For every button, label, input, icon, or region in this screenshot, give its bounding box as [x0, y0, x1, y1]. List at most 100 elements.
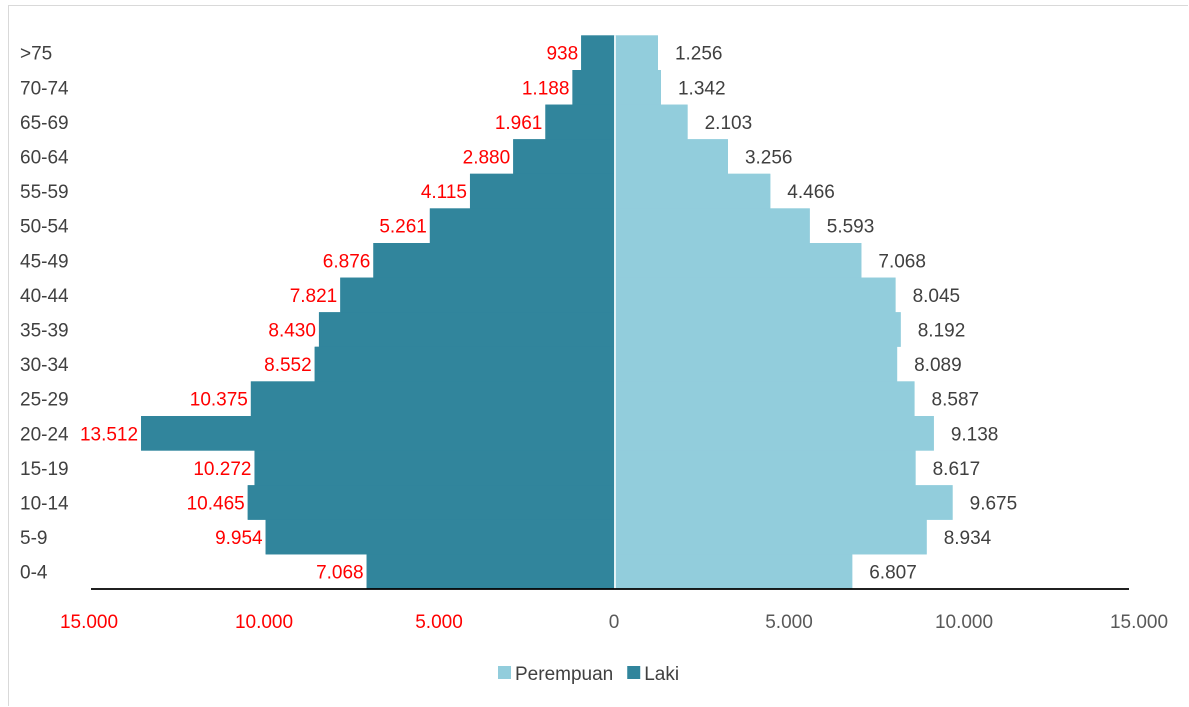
bar-laki-35-39	[318, 312, 614, 347]
data-label-perempuan: 8.089	[914, 355, 962, 376]
bar-laki-5-9	[265, 519, 614, 555]
category-labels: 0-4 5-9 10-14 15-19 20-24 25-29 30-34 35-39 40-4…	[20, 44, 69, 584]
bar-perempuan-60-64	[614, 139, 728, 174]
category-label: 65-69	[20, 113, 69, 134]
category-label: 10-14	[20, 494, 69, 515]
data-label-perempuan: 2.103	[705, 113, 753, 134]
category-label: 25-29	[20, 390, 69, 411]
data-label-perempuan: 8.045	[913, 286, 961, 307]
bar-perempuan-0-4	[614, 554, 853, 589]
data-label-perempuan: 7.068	[878, 251, 926, 272]
data-label-laki: 938	[546, 44, 578, 65]
bar-perempuan-65-69	[614, 104, 688, 140]
bar-laki-65-69	[545, 104, 614, 140]
data-label-laki: 10.272	[193, 459, 251, 480]
bar-laki-60-64	[513, 139, 614, 174]
bar-laki-10-14	[247, 485, 614, 520]
data-label-perempuan: 8.617	[933, 459, 981, 480]
data-label-perempuan: 8.587	[932, 390, 980, 411]
chart-frame	[8, 5, 1188, 706]
bar-laki-70-74	[572, 70, 614, 105]
data-label-perempuan: 4.466	[787, 182, 835, 203]
bar-perempuan-40-44	[614, 277, 896, 313]
data-label-laki: 6.876	[323, 251, 371, 272]
data-label-laki: 13.512	[80, 424, 138, 445]
data-label-perempuan: 1.256	[675, 44, 723, 65]
series-perempuan	[614, 35, 953, 589]
category-label: 0-4	[20, 563, 48, 584]
bar-perempuan-35-39	[614, 312, 901, 347]
x-tick-label: 15.000	[60, 612, 118, 633]
data-label-laki: 1.961	[495, 113, 543, 134]
category-label: 60-64	[20, 148, 69, 169]
bar-laki-25-29	[250, 381, 614, 416]
x-tick-label: 10.000	[935, 612, 993, 633]
category-label: 50-54	[20, 217, 69, 238]
data-label-perempuan: 5.593	[827, 217, 875, 238]
bar-laki-30-34	[314, 346, 614, 382]
data-label-perempuan: 1.342	[678, 78, 726, 99]
bar-perempuan->75	[614, 35, 658, 70]
bar-perempuan-15-19	[614, 450, 916, 486]
data-label-laki: 4.115	[421, 182, 467, 203]
category-label: 30-34	[20, 355, 69, 376]
bar-perempuan-20-24	[614, 416, 934, 451]
data-label-laki: 8.552	[264, 355, 312, 376]
bars-layer	[141, 35, 953, 589]
data-label-perempuan: 9.138	[951, 424, 999, 445]
data-label-laki: 9.954	[215, 528, 263, 549]
bar-perempuan-25-29	[614, 381, 915, 416]
category-label: 5-9	[20, 528, 47, 549]
legend-swatch-perempuan	[498, 666, 511, 679]
category-label: 40-44	[20, 286, 69, 307]
bar-perempuan-50-54	[614, 208, 810, 243]
data-label-perempuan: 3.256	[745, 148, 793, 169]
x-tick-label: 0	[609, 612, 620, 633]
data-label-perempuan: 8.934	[944, 528, 992, 549]
data-label-perempuan: 8.192	[918, 321, 966, 342]
series-laki	[141, 35, 615, 589]
data-label-laki: 7.821	[290, 286, 338, 307]
bar-laki-15-19	[254, 450, 615, 486]
bar-perempuan-5-9	[614, 519, 927, 555]
x-tick-label: 5.000	[765, 612, 813, 633]
bar-laki-40-44	[340, 277, 614, 313]
data-label-laki: 2.880	[463, 148, 511, 169]
bar-laki-0-4	[366, 554, 614, 589]
data-label-perempuan: 9.675	[970, 494, 1018, 515]
data-label-laki: 8.430	[268, 321, 316, 342]
category-label: 15-19	[20, 459, 69, 480]
bar-laki-50-54	[429, 208, 614, 243]
bar-perempuan-30-34	[614, 346, 898, 382]
x-tick-label: 10.000	[235, 612, 293, 633]
x-axis: 15.000 10.000 5.000 0 5.000 10.000 15.000	[60, 588, 1168, 633]
data-label-laki: 10.375	[190, 390, 248, 411]
x-tick-label: 15.000	[1110, 612, 1168, 633]
bar-laki-20-24	[141, 416, 614, 451]
bar-laki->75	[581, 35, 614, 70]
legend-label-perempuan: Perempuan	[515, 664, 613, 685]
category-label: 70-74	[20, 78, 69, 99]
bar-perempuan-10-14	[614, 485, 953, 520]
legend-label-laki: Laki	[644, 664, 679, 685]
x-tick-label: 5.000	[415, 612, 463, 633]
category-label: 20-24	[20, 424, 69, 445]
bar-laki-45-49	[373, 243, 614, 278]
bar-perempuan-70-74	[614, 70, 661, 105]
value-labels: 7.068 9.954 10.465 10.272 13.512 10.375 8.552 8…	[80, 44, 1017, 584]
category-label: 55-59	[20, 182, 69, 203]
bar-perempuan-55-59	[614, 173, 771, 209]
data-label-laki: 1.188	[522, 78, 570, 99]
category-label: 35-39	[20, 321, 69, 342]
data-label-laki: 7.068	[316, 563, 364, 584]
data-label-laki: 10.465	[187, 494, 245, 515]
data-label-laki: 5.261	[379, 217, 427, 238]
legend: Perempuan Laki	[498, 664, 679, 685]
legend-swatch-laki	[627, 666, 641, 679]
bar-laki-55-59	[469, 173, 614, 209]
bar-perempuan-45-49	[614, 243, 862, 278]
category-label: >75	[20, 44, 52, 65]
category-label: 45-49	[20, 251, 69, 272]
data-label-perempuan: 6.807	[869, 563, 917, 584]
